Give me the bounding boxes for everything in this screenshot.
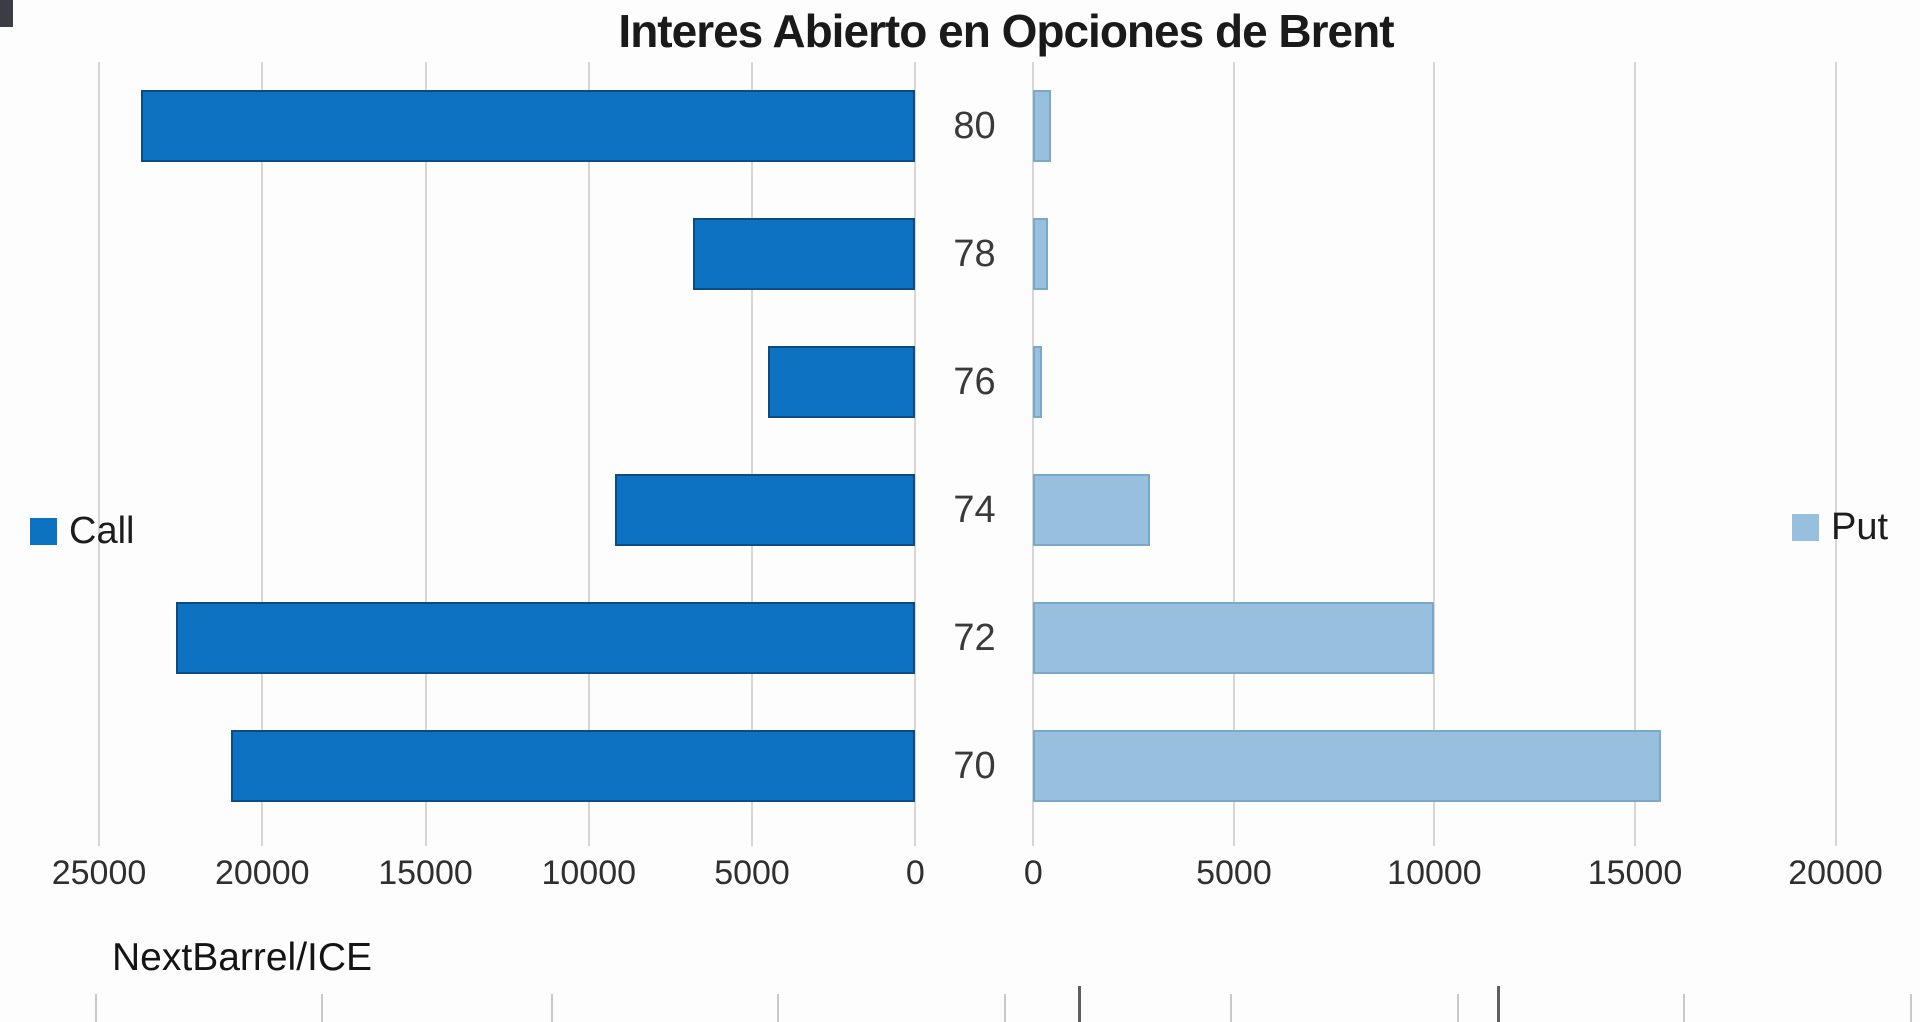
bottom-axis-tick [95,994,97,1022]
put-legend-label: Put [1831,506,1889,548]
left-axis-tick-label: 10000 [541,854,637,892]
right-panel-gridline [1232,62,1235,846]
bottom-axis-tick [1230,994,1232,1022]
left-panel-gridline [261,62,264,846]
screen-corner-artifact [0,0,13,27]
right-panel-gridline [1433,62,1436,846]
left-axis-tick-label: 25000 [51,854,147,892]
left-panel-gridline [424,62,427,846]
left-panel-gridline [751,62,754,846]
bottom-axis-tick [1910,994,1912,1022]
category-label: 70 [953,744,996,787]
call-bar [768,346,916,418]
legend-call: Call [30,510,134,553]
bottom-axis-tick [551,994,553,1022]
bottom-axis-tick [321,994,323,1022]
legend-put: Put [1792,506,1888,549]
right-axis-tick-label: 15000 [1587,854,1683,892]
left-axis-tick-label: 5000 [714,854,790,892]
right-panel-gridline [1032,62,1035,846]
call-legend-label: Call [69,510,135,552]
source-label: NextBarrel/ICE [112,936,373,979]
call-bar [231,730,916,802]
left-panel-gridline [914,62,917,846]
put-bar [1033,474,1150,546]
left-axis-tick-label: 20000 [214,854,310,892]
put-legend-swatch-icon [1792,514,1819,541]
put-bar [1033,346,1043,418]
call-bar [614,474,916,546]
left-panel-gridline [587,62,590,846]
call-legend-swatch-icon [30,518,57,545]
put-bar [1033,730,1662,802]
category-label: 80 [953,104,996,147]
bottom-axis-tick [1457,994,1459,1022]
category-label: 74 [953,488,996,531]
category-label: 72 [953,616,996,659]
call-bar [141,90,916,162]
bottom-axis-tick [1683,994,1685,1022]
category-label: 78 [953,232,996,275]
left-panel-gridline [98,62,100,846]
put-bar [1033,90,1051,162]
right-axis-tick-label: 5000 [1196,854,1272,892]
left-axis-tick-label: 15000 [378,854,473,892]
right-panel-gridline [1633,62,1636,846]
bottom-axis-major-tick [1078,986,1081,1022]
chart-title: Interes Abierto en Opciones de Brent [618,5,1394,57]
right-axis-tick-label: 20000 [1788,854,1883,892]
category-label: 76 [953,360,996,403]
put-bar [1033,602,1435,674]
right-axis-tick-label: 10000 [1387,854,1482,892]
bottom-axis-tick [1004,994,1006,1022]
call-bar [693,218,916,290]
left-axis-tick-label: 0 [905,854,925,892]
right-panel-gridline [1834,62,1837,846]
call-bar [175,602,916,674]
bottom-axis-tick [777,994,779,1022]
right-axis-tick-label: 0 [1023,854,1043,892]
put-bar [1033,218,1049,290]
bottom-axis-major-tick [1497,986,1500,1022]
